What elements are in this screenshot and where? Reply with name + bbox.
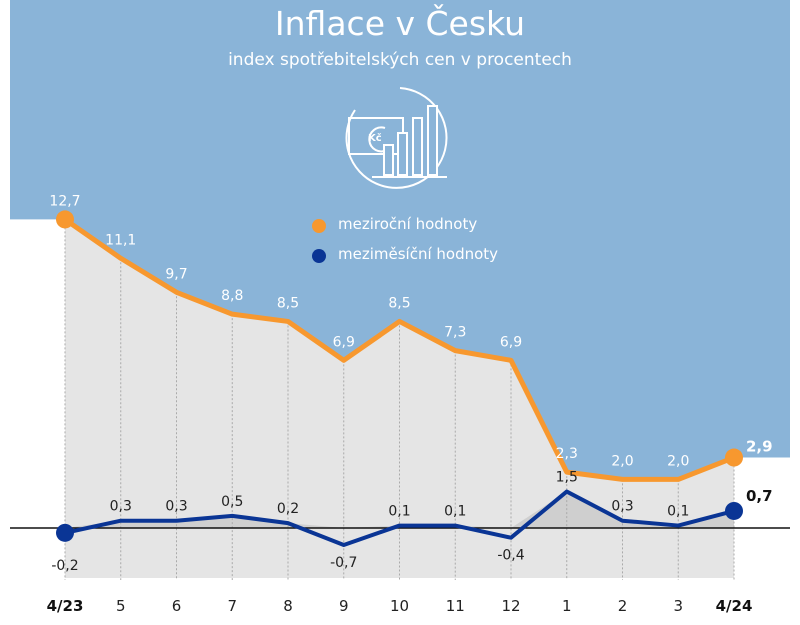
yoy-label-9: 2,3	[556, 446, 578, 462]
yoy-label-0: 12,7	[49, 193, 80, 209]
yoy-label-6: 8,5	[388, 295, 410, 311]
yoy-label-8: 6,9	[500, 334, 522, 350]
x-tick-1: 5	[116, 597, 126, 615]
x-tick-12: 4/24	[716, 597, 753, 615]
mom-label-1: 0,3	[110, 499, 132, 515]
x-tick-4: 8	[283, 597, 293, 615]
mom-label-6: 0,1	[388, 504, 410, 520]
mom-label-11: 0,1	[667, 504, 689, 520]
mom-line	[64, 489, 735, 548]
legend-label-mom: meziměsíční hodnoty	[338, 245, 499, 263]
x-tick-11: 3	[673, 597, 683, 615]
yoy-label-1: 11,1	[105, 232, 136, 248]
mom-label-10: 0,3	[611, 499, 633, 515]
legend-label-yoy: meziroční hodnoty	[338, 215, 478, 233]
x-tick-0: 4/23	[47, 597, 84, 615]
yoy-line	[63, 217, 735, 482]
background-area	[10, 0, 790, 480]
mom-label-3: 0,5	[221, 494, 243, 510]
mom-label-8: -0,4	[497, 548, 524, 564]
chart-subtitle: index spotřebitelských cen v procentech	[228, 50, 572, 70]
x-tick-9: 1	[562, 597, 572, 615]
x-tick-5: 9	[339, 597, 349, 615]
yoy-label-12: 2,9	[746, 438, 773, 456]
yoy-label-10: 2,0	[611, 453, 633, 469]
yoy-point-12	[725, 448, 743, 467]
x-tick-7: 11	[446, 597, 465, 615]
yoy-label-4: 8,5	[277, 295, 299, 311]
yoy-label-11: 2,0	[667, 453, 689, 469]
mom-label-9: 1,5	[556, 470, 578, 486]
x-tick-10: 2	[618, 597, 628, 615]
mom-label-5: -0,7	[330, 555, 357, 571]
mom-label-7: 0,1	[444, 504, 466, 520]
x-tick-8: 12	[501, 597, 520, 615]
yoy-label-5: 6,9	[333, 334, 355, 350]
x-tick-2: 6	[172, 597, 182, 615]
chart-title: Inflace v Česku	[274, 4, 526, 43]
x-tick-3: 7	[227, 597, 237, 615]
mom-label-2: 0,3	[165, 499, 187, 515]
mom-point-12	[725, 501, 743, 520]
yoy-label-7: 7,3	[444, 325, 466, 341]
mom-label-12: 0,7	[746, 487, 773, 505]
mom-label-4: 0,2	[277, 501, 299, 517]
mom-label-0: -0,2	[51, 558, 78, 574]
yoy-point-0	[56, 210, 74, 229]
yoy-label-3: 8,8	[221, 288, 243, 304]
yoy-label-2: 9,7	[165, 266, 187, 282]
mom-point-0	[56, 523, 74, 542]
x-tick-6: 10	[390, 597, 409, 615]
